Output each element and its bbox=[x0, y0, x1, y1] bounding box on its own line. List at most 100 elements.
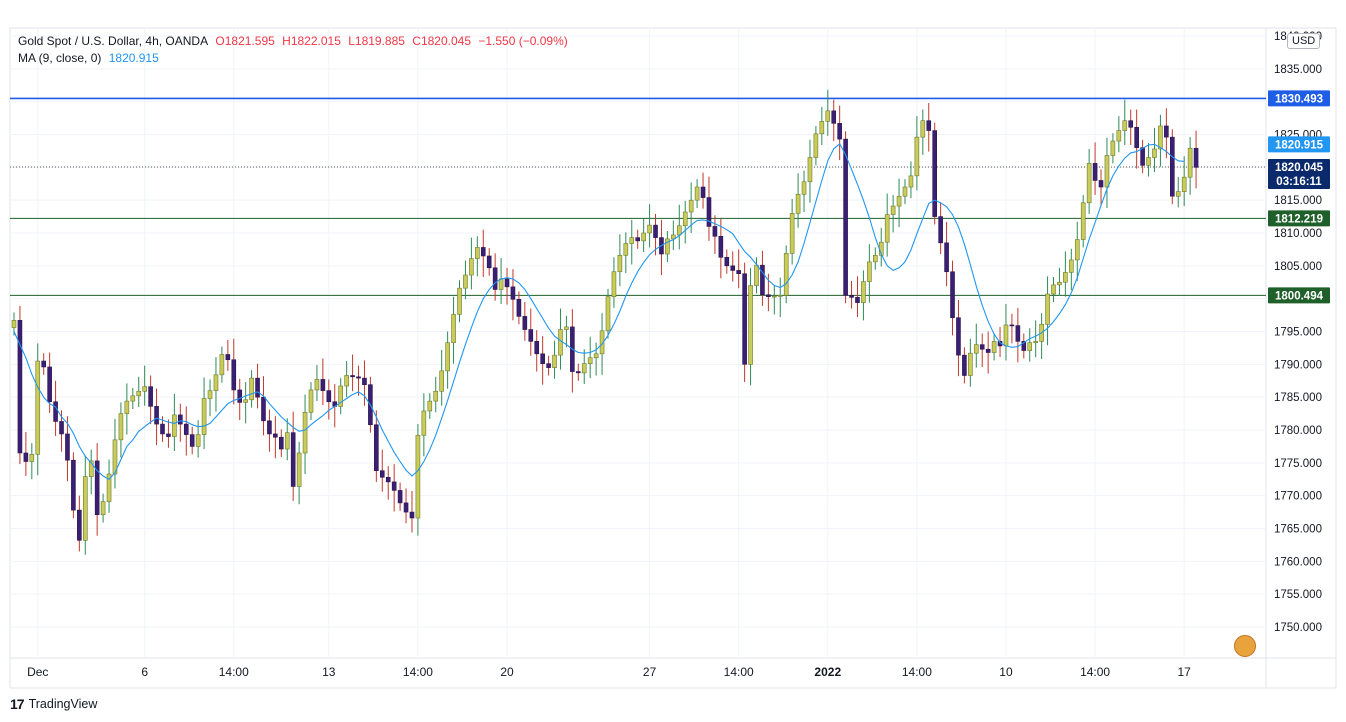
y-tick-label: 1805.000 bbox=[1274, 261, 1322, 273]
candle-body bbox=[23, 452, 29, 462]
candle-body bbox=[415, 434, 421, 519]
x-tick-label: 6 bbox=[141, 665, 148, 679]
candle-body bbox=[950, 271, 955, 319]
candle-body bbox=[671, 234, 676, 240]
candle-body bbox=[77, 509, 82, 541]
legend-ohlc: Gold Spot / U.S. Dollar, 4h, OANDA O1821… bbox=[18, 34, 572, 48]
candle-body bbox=[647, 224, 652, 234]
currency-badge[interactable]: USD bbox=[1287, 33, 1321, 49]
candle-body bbox=[831, 110, 837, 124]
price-label-bg bbox=[1268, 159, 1330, 176]
candle-body bbox=[243, 399, 248, 403]
candle-body bbox=[88, 460, 94, 477]
candle-body bbox=[730, 265, 736, 271]
candle-body bbox=[290, 432, 296, 487]
candle-body bbox=[1110, 140, 1116, 156]
y-tick-label: 1810.000 bbox=[1274, 228, 1322, 240]
candle-body bbox=[29, 453, 35, 462]
price-label: 1820.915 bbox=[1275, 139, 1324, 151]
candle-body bbox=[979, 344, 985, 350]
candle-body bbox=[302, 411, 308, 454]
candle-body bbox=[457, 287, 462, 315]
candle-body bbox=[712, 226, 718, 237]
legend-close: C1820.045 bbox=[412, 34, 472, 48]
legend-ma[interactable]: MA (9, close, 0) 1820.915 bbox=[18, 51, 163, 65]
candle-body bbox=[890, 205, 896, 215]
candle-body bbox=[985, 348, 991, 353]
candle-body bbox=[932, 130, 938, 217]
candle-body bbox=[926, 120, 932, 131]
y-tick-label: 1780.000 bbox=[1274, 425, 1322, 437]
candle-body bbox=[421, 410, 427, 436]
candle-body bbox=[338, 385, 344, 407]
legend-high: H1822.015 bbox=[282, 34, 341, 48]
candle-body bbox=[724, 256, 730, 267]
candle-body bbox=[166, 433, 171, 437]
y-tick-label: 1815.000 bbox=[1274, 195, 1322, 207]
candle-body bbox=[100, 501, 106, 516]
candle-body bbox=[356, 376, 361, 379]
candle-body bbox=[326, 390, 332, 403]
candle-body bbox=[189, 434, 195, 447]
candle-body bbox=[344, 375, 349, 387]
candle-body bbox=[867, 261, 872, 282]
candle-body bbox=[492, 267, 498, 290]
candle-body bbox=[682, 211, 688, 227]
candle-body bbox=[267, 420, 272, 435]
x-tick-label: 2022 bbox=[814, 665, 841, 679]
candle-body bbox=[213, 374, 219, 391]
y-tick-label: 1760.000 bbox=[1274, 556, 1322, 568]
candle-body bbox=[1134, 126, 1139, 148]
candle-body bbox=[1009, 324, 1015, 327]
price-label-bg bbox=[1268, 287, 1330, 304]
candle-body bbox=[1098, 180, 1104, 188]
x-tick-label: 14:00 bbox=[902, 665, 932, 679]
price-label-bg bbox=[1268, 210, 1330, 227]
candle-body bbox=[374, 424, 379, 472]
y-tick-label: 1750.000 bbox=[1274, 622, 1322, 634]
candle-body bbox=[53, 401, 58, 422]
candle-body bbox=[700, 186, 706, 198]
candle-body bbox=[237, 389, 243, 403]
candle-body bbox=[1086, 163, 1092, 204]
footer-brand[interactable]: 17 TradingView bbox=[10, 696, 97, 712]
x-tick-label: 14:00 bbox=[1080, 665, 1110, 679]
flag-icon[interactable] bbox=[1234, 635, 1256, 657]
candle-body bbox=[742, 273, 747, 365]
candle-body bbox=[59, 421, 64, 435]
candle-body bbox=[611, 271, 617, 297]
candle-body bbox=[534, 341, 540, 355]
candle-body bbox=[1152, 148, 1157, 158]
price-label: 1830.493 bbox=[1275, 93, 1323, 105]
candle-body bbox=[789, 213, 795, 254]
candle-body bbox=[1015, 325, 1021, 342]
candle-body bbox=[124, 400, 130, 414]
y-tick-label: 1835.000 bbox=[1274, 64, 1322, 76]
candle-body bbox=[439, 370, 444, 392]
candle-body bbox=[148, 386, 153, 407]
x-tick-label: 13 bbox=[322, 665, 336, 679]
price-label: 03:16:11 bbox=[1276, 176, 1322, 188]
candle-body bbox=[540, 353, 545, 364]
candle-body bbox=[480, 247, 486, 257]
candle-body bbox=[320, 379, 326, 391]
candle-body bbox=[522, 316, 528, 330]
candle-body bbox=[433, 390, 439, 402]
x-tick-label: 14:00 bbox=[219, 665, 249, 679]
candle-body bbox=[225, 354, 231, 361]
candle-body bbox=[748, 285, 753, 365]
candle-body bbox=[207, 390, 213, 399]
y-tick-label: 1755.000 bbox=[1274, 589, 1322, 601]
candle-body bbox=[314, 379, 320, 391]
candle-body bbox=[1003, 324, 1009, 347]
candle-body bbox=[427, 400, 433, 412]
candle-body bbox=[973, 344, 979, 354]
legend-change: −1.550 (−0.09%) bbox=[478, 34, 568, 48]
candle-body bbox=[552, 354, 557, 368]
candle-body bbox=[587, 357, 593, 364]
candle-body bbox=[777, 295, 783, 297]
candle-body bbox=[706, 197, 712, 227]
x-tick-label: 10 bbox=[999, 665, 1013, 679]
candle-body bbox=[1158, 125, 1163, 150]
